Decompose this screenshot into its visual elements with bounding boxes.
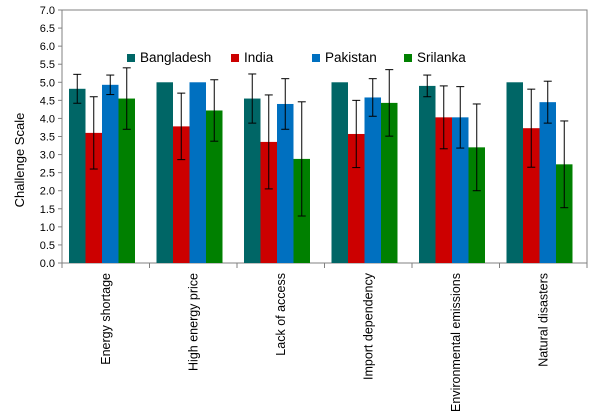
legend-swatch: [404, 54, 412, 62]
y-tick-label: 7.0: [40, 5, 55, 17]
bar-srilanka: [118, 98, 135, 263]
y-tick-label: 5.0: [40, 77, 55, 89]
x-category-label: Environmental emissions: [449, 273, 463, 412]
y-tick-label: 4.0: [40, 113, 55, 125]
legend-item-india: India: [231, 50, 274, 65]
bar-bangladesh: [506, 82, 523, 264]
legend-item-srilanka: Srilanka: [404, 50, 466, 65]
y-tick-label: 5.5: [40, 59, 55, 71]
y-axis: 0.0 0.5 1.0 1.5 2.0 2.5 3.0 3.5 4.0 4.5 5.0 5.5 6.0 6…: [40, 5, 62, 270]
bar-pakistan: [539, 102, 556, 264]
bar-india: [435, 117, 452, 263]
bar-pakistan: [452, 117, 469, 263]
bar-bangladesh: [156, 82, 173, 264]
y-tick-label: 0.0: [40, 258, 55, 270]
bar-india: [348, 133, 365, 263]
bar-pakistan: [364, 97, 381, 263]
y-tick-label: 3.0: [40, 150, 55, 162]
legend-swatch: [231, 54, 239, 62]
bar-pakistan: [277, 103, 294, 263]
y-tick-label: 3.5: [40, 132, 55, 144]
x-category-label: Energy shortage: [99, 273, 113, 365]
bar-srilanka: [556, 164, 573, 263]
bar-bangladesh: [419, 85, 436, 264]
x-category-label: Import dependency: [361, 272, 375, 380]
legend-label: Srilanka: [417, 50, 466, 65]
y-tick-label: 1.5: [40, 204, 55, 216]
y-tick-label: 4.5: [40, 95, 55, 107]
legend-label: India: [244, 50, 274, 65]
y-axis-title: Challenge Scale: [12, 113, 27, 208]
bar-india: [173, 126, 190, 263]
x-category-label: High energy price: [186, 273, 200, 371]
bar-india: [523, 128, 540, 263]
y-tick-label: 2.5: [40, 168, 55, 180]
x-category-label: Lack of access: [274, 273, 288, 356]
legend-swatch: [312, 54, 320, 62]
bar-srilanka: [468, 147, 485, 263]
plot-area: [61, 9, 588, 264]
legend-label: Pakistan: [325, 50, 377, 65]
legend-label: Bangladesh: [140, 50, 211, 65]
y-tick-label: 2.0: [40, 186, 55, 198]
legend-item-bangladesh: Bangladesh: [127, 50, 211, 65]
bar-srilanka: [381, 102, 398, 263]
y-tick-label: 1.0: [40, 222, 55, 234]
legend: Bangladesh India Pakistan Srilanka: [127, 50, 466, 65]
bar-india: [85, 132, 102, 263]
bar-pakistan: [189, 82, 206, 264]
bar-bangladesh: [244, 98, 261, 263]
bar-srilanka: [206, 110, 223, 263]
bar-pakistan: [102, 84, 119, 264]
y-tick-label: 6.0: [40, 41, 55, 53]
y-tick-label: 0.5: [40, 240, 55, 252]
x-category-label: Natural disasters: [536, 273, 550, 367]
bar-bangladesh: [69, 88, 86, 263]
bar-bangladesh: [331, 82, 348, 264]
bar-india: [260, 141, 277, 263]
x-axis: Energy shortage High energy price Lack of …: [61, 263, 588, 412]
legend-item-pakistan: Pakistan: [312, 50, 377, 65]
y-tick-label: 6.5: [40, 23, 55, 35]
legend-swatch: [127, 54, 135, 62]
